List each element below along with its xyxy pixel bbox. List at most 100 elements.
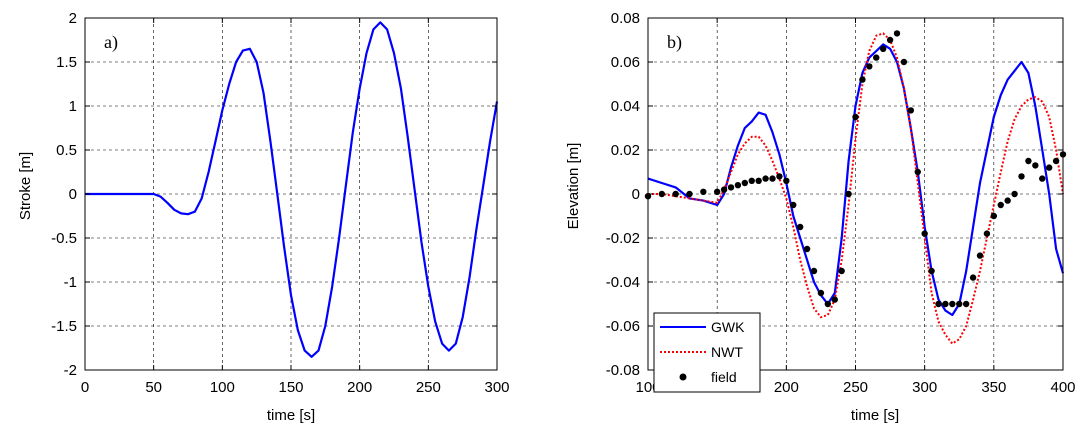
chart-b-field-point	[997, 201, 1004, 209]
chart-b-field-point	[672, 190, 679, 198]
chart-b-field-point	[976, 252, 984, 259]
chart-b-field-point	[921, 230, 928, 237]
chart-a-ytick-label: -2	[64, 362, 77, 379]
chart-b-ytick-label: 0.06	[611, 54, 640, 71]
chart-b-field-point	[907, 107, 915, 114]
chart-b-series	[644, 30, 1067, 345]
chart-b-field-point	[790, 201, 797, 209]
chart-b-field-point	[831, 296, 838, 303]
chart-b-field-point	[727, 184, 735, 191]
chart-b-field-point	[700, 188, 707, 195]
chart-b-panel-label: b)	[667, 32, 682, 53]
chart-b-field-point	[893, 30, 901, 37]
chart-b-field-point	[720, 186, 728, 193]
chart-a-panel-label: a)	[104, 32, 118, 53]
legend-swatch-field	[679, 373, 687, 381]
chart-b-field-point	[956, 300, 963, 308]
chart-a-xtick-label: 300	[484, 379, 509, 396]
chart-b-legend: GWK NWT field	[653, 312, 761, 393]
chart-b-field-point	[983, 230, 991, 237]
chart-b-field-point	[949, 300, 956, 308]
chart-b-field-point	[866, 63, 873, 70]
chart-b-field-point	[734, 182, 742, 189]
chart-b-ytick-label: 0.08	[611, 10, 640, 27]
chart-a-ytick-label: -0.5	[51, 230, 77, 247]
chart-b-field-point	[914, 168, 921, 176]
chart-b-ylabel: Elevation [m]	[565, 143, 582, 230]
chart-b-field-point	[838, 267, 845, 275]
chart-a-xtick-label: 200	[347, 379, 372, 396]
chart-a-ytick-label: 2	[69, 10, 77, 27]
legend-label-gwk: GWK	[711, 319, 745, 335]
chart-b-field-point	[824, 300, 832, 308]
chart-b-ytick-label: 0	[632, 186, 640, 203]
chart-b-field-point	[969, 274, 977, 281]
chart-b-field-point	[1011, 190, 1018, 198]
chart-b-field-point	[783, 177, 790, 184]
chart-b-ytick-label: -0.02	[606, 230, 640, 247]
chart-b-field-point	[852, 113, 859, 121]
chart-a-ytick-label: -1	[64, 274, 77, 291]
chart-b-nwt-line	[648, 32, 1064, 345]
chart-b-xtick-label: 250	[843, 379, 868, 396]
chart-b-field-point	[748, 177, 755, 184]
chart-b-field-point	[1039, 175, 1046, 182]
chart-a-xtick-label: 100	[210, 379, 235, 396]
chart-a-ytick-label: 0	[69, 186, 77, 203]
chart-a-ytick-label: 0.5	[56, 142, 77, 159]
chart-b-field-point	[1004, 197, 1011, 204]
chart-b-field-point	[796, 223, 804, 231]
chart-a-xlabel: time [s]	[267, 407, 315, 424]
chart-b-field-point	[1018, 173, 1025, 180]
chart-b-field-point	[935, 300, 942, 308]
chart-b-field-point	[928, 267, 935, 275]
chart-b-field-point	[1025, 157, 1032, 165]
chart-b-xlabel: time [s]	[851, 407, 899, 424]
chart-b-field-point	[741, 179, 749, 187]
chart-a-series-0-line	[85, 21, 499, 358]
chart-b-field-point	[845, 190, 852, 198]
chart-b-field-point	[686, 190, 693, 198]
chart-b-xtick-label: 200	[774, 379, 799, 396]
chart-b-field-point	[755, 177, 762, 184]
chart-b-field-point	[810, 267, 818, 275]
chart-a-grid	[85, 18, 497, 370]
chart-b-field-point	[942, 300, 949, 308]
chart-b-xtick-label: 300	[912, 379, 937, 396]
chart-b-ytick-label: -0.08	[606, 362, 640, 379]
chart-b: 100150200250300350400-0.08-0.06-0.04-0.0…	[565, 10, 1076, 424]
chart-b-ytick-label: 0.04	[611, 98, 640, 115]
chart-b-field-point	[873, 54, 880, 61]
chart-b-field-point	[900, 58, 908, 66]
legend-label-nwt: NWT	[711, 344, 743, 360]
chart-b-ytick-label: -0.06	[606, 318, 640, 335]
chart-b-field-point	[859, 76, 866, 83]
chart-b-field-point	[769, 175, 776, 182]
chart-b-field-point	[886, 36, 894, 44]
chart-a-series	[85, 21, 499, 358]
chart-b-field-point	[803, 245, 811, 253]
chart-b-xtick-label: 400	[1050, 379, 1075, 396]
chart-a-xtick-label: 150	[278, 379, 303, 396]
chart-b-field-point	[879, 45, 887, 52]
chart-a: 0 50 100 150 200 250 300-2-1.5-1-0.500.511.52 …	[17, 10, 510, 424]
chart-a-ticks: 0 50 100 150 200 250 300 -2 -1.5 -1 -0.5 0 0.5 1 1.5 2	[51, 10, 509, 396]
chart-a-ytick-label: 1.5	[56, 54, 77, 71]
chart-b-field-point	[762, 175, 769, 182]
chart-b-field-point	[776, 173, 783, 180]
legend-label-field: field	[711, 369, 737, 385]
chart-b-field-point	[658, 190, 666, 198]
chart-b-field-point	[1052, 157, 1060, 165]
chart-b-field-point	[1045, 164, 1053, 171]
chart-a-xtick-label: 0	[81, 379, 89, 396]
chart-b-field-point	[962, 300, 970, 308]
chart-a-ylabel: Stroke [m]	[17, 152, 34, 220]
chart-b-field-point	[990, 212, 998, 220]
chart-a-ytick-label: -1.5	[51, 318, 77, 335]
chart-b-field-point	[713, 188, 721, 195]
chart-a-xtick-label: 250	[416, 379, 441, 396]
chart-b-field-point	[817, 289, 825, 297]
chart-b-ytick-label: 0.02	[611, 142, 640, 159]
chart-a-xtick-label: 50	[145, 379, 162, 396]
